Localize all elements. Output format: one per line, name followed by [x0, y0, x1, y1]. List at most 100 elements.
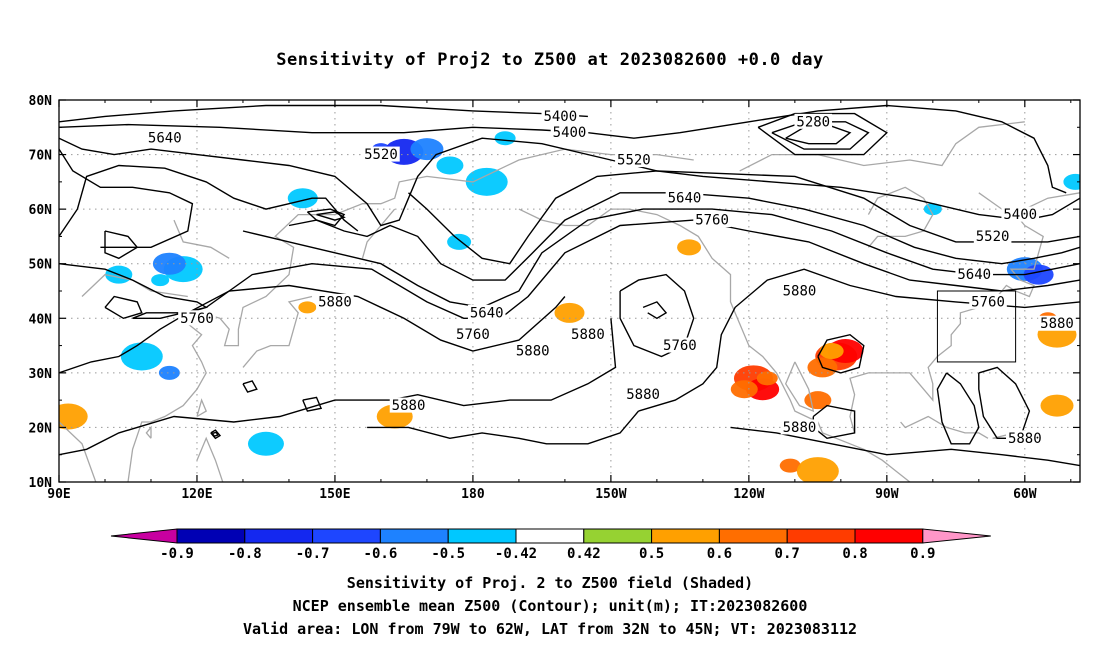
colorbar-segment: [176, 528, 246, 544]
sensitivity-patch: [796, 457, 839, 482]
colorbar-segment: [651, 528, 720, 544]
contour-line: [978, 366, 1031, 439]
contour-label: 5640: [148, 131, 182, 147]
contour-label-bg: [973, 228, 1012, 244]
map-frame: [58, 99, 1081, 483]
colorbar-segment: [583, 528, 653, 544]
contour-label: 5520: [976, 229, 1010, 245]
contour-label-bg: [316, 293, 354, 309]
colorbar-segment: [244, 528, 314, 544]
colorbar: -0.9 -0.8 -0.7 -0.6 -0.5 -0.42 0.42 0.5 0.6 0.7 0.…: [110, 528, 991, 562]
contour-label: 5400: [543, 109, 577, 125]
contour-label: 5760: [180, 311, 214, 327]
contour-label-bg: [780, 419, 819, 435]
sensitivity-patch: [730, 380, 758, 399]
contour-line: [59, 219, 1080, 319]
coastline-segment: [784, 361, 815, 413]
contour-line: [288, 192, 1080, 281]
coastline-segment: [361, 208, 396, 259]
contour-line: [638, 268, 1080, 412]
lon-label: 90W: [875, 487, 899, 502]
contour-line: [817, 333, 865, 374]
coastline-segment: [196, 436, 224, 482]
contour-label: 5640: [957, 267, 991, 283]
colorbar-label: 0.8: [842, 546, 867, 562]
contour-line: [59, 318, 617, 456]
lat-label: 30N: [29, 367, 53, 382]
sensitivity-patch: [819, 343, 844, 360]
contour-label: 5760: [663, 338, 697, 354]
colorbar-segment: [786, 528, 856, 544]
lat-label: 80N: [29, 94, 53, 109]
contour-line: [59, 104, 588, 123]
sensitivity-patch: [779, 458, 801, 473]
contour-label: 5760: [971, 294, 1005, 310]
colorbar-label: -0.7: [296, 546, 330, 562]
contour-line: [242, 380, 258, 393]
contour-line: [757, 112, 888, 156]
lat-label: 20N: [29, 421, 53, 436]
sensitivity-patch: [152, 252, 186, 275]
contour-label-bg: [541, 108, 580, 124]
contour-label-bg: [389, 397, 428, 413]
contour-line: [59, 284, 566, 374]
colorbar-label: -0.42: [495, 546, 537, 562]
coastline-segment: [242, 295, 313, 368]
contour-label-bg: [1001, 206, 1040, 222]
contour-label-bg: [955, 266, 994, 282]
contour-line: [59, 148, 194, 248]
sensitivity-patch: [1063, 173, 1080, 190]
sensitivity-patch: [1040, 394, 1074, 417]
contour-line: [408, 170, 1080, 265]
lon-label: 120W: [733, 487, 764, 502]
contour-label: 5880: [1040, 316, 1074, 332]
contour-label-bg: [145, 130, 184, 146]
colorbar-segment: [515, 528, 585, 544]
sensitivity-patch: [554, 302, 585, 323]
z500-contours: [59, 104, 1080, 467]
contour-label: 5640: [470, 305, 504, 321]
contour-line: [812, 404, 856, 440]
lat-label: 10N: [29, 476, 53, 491]
contour-line: [316, 211, 346, 221]
contour-label: 5880: [783, 284, 817, 300]
colorbar-label: -0.8: [228, 546, 262, 562]
sensitivity-patch: [59, 403, 88, 430]
coastline-segment: [196, 398, 208, 418]
contour-label: 5880: [318, 294, 352, 310]
sensitivity-patch: [804, 391, 832, 410]
caption-line-1: Sensitivity of Proj. 2 to Z500 field (Sh…: [346, 574, 754, 592]
sensitivity-patch: [436, 156, 464, 175]
lat-label: 50N: [29, 258, 53, 273]
contour-label: 5520: [364, 147, 398, 163]
contour-label-bg: [178, 310, 216, 326]
lon-label: 150W: [595, 487, 626, 502]
contour-label: 5400: [553, 125, 587, 141]
contour-label: 5760: [456, 327, 490, 343]
contour-line: [302, 396, 323, 412]
sensitivity-patch: [447, 233, 472, 250]
contour-label-bg: [794, 113, 833, 129]
contour-line: [642, 301, 668, 320]
axis-ticks: [58, 99, 1080, 483]
colorbar-label: 0.5: [639, 546, 664, 562]
contour-label-bg: [362, 146, 400, 162]
contour-label-bg: [1006, 430, 1044, 446]
sensitivity-patch: [494, 131, 516, 146]
sensitivity-patch: [410, 138, 444, 161]
lat-label: 60N: [29, 203, 53, 218]
sensitivity-patch: [120, 342, 163, 371]
contour-label: 5280: [796, 114, 830, 130]
coastline-segment: [1024, 192, 1080, 210]
contour-line: [59, 137, 1080, 227]
sensitivity-patch: [151, 274, 170, 287]
contour-label-bg: [550, 124, 589, 140]
caption-line-3: Valid area: LON from 79W to 62W, LAT fro…: [242, 620, 858, 638]
contour-label: 5880: [516, 344, 550, 360]
colorbar-label: 0.7: [775, 546, 800, 562]
contour-label: 5520: [617, 153, 651, 169]
contour-line: [619, 273, 695, 358]
coastline-segment: [173, 219, 230, 259]
contour-label: 5880: [1008, 431, 1042, 447]
